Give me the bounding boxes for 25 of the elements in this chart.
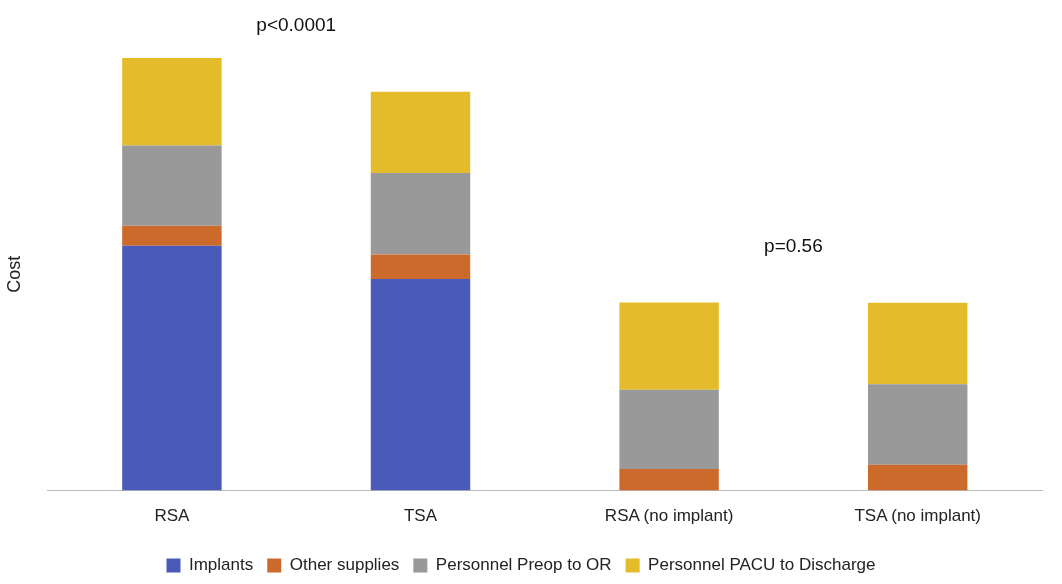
- bar: [370, 279, 471, 491]
- legend-label: Personnel Preop to OR: [435, 555, 612, 575]
- bar: [370, 173, 471, 255]
- x-tick-label: RSA: [154, 506, 191, 526]
- bar: [370, 254, 471, 280]
- bar: [619, 302, 719, 390]
- x-tick-label: TSA: [403, 506, 438, 526]
- legend-label: Other supplies: [289, 555, 400, 575]
- y-axis-title: Cost: [3, 255, 24, 293]
- bar: [867, 302, 968, 385]
- bar: [122, 58, 222, 146]
- bar: [370, 91, 471, 174]
- bar: [867, 384, 968, 465]
- bar: [867, 464, 968, 491]
- bar: [122, 245, 222, 491]
- bar: [619, 389, 719, 469]
- x-tick-label: RSA (no implant): [604, 506, 734, 526]
- bar: [122, 225, 222, 246]
- annotation: p=0.56: [764, 234, 823, 256]
- bar: [619, 468, 719, 491]
- bar: [122, 145, 222, 226]
- legend-label: Personnel PACU to Discharge: [648, 555, 876, 575]
- x-tick-label: TSA (no implant): [854, 506, 981, 526]
- legend-label: Implants: [188, 555, 254, 575]
- text: p<0.0001: [256, 14, 337, 36]
